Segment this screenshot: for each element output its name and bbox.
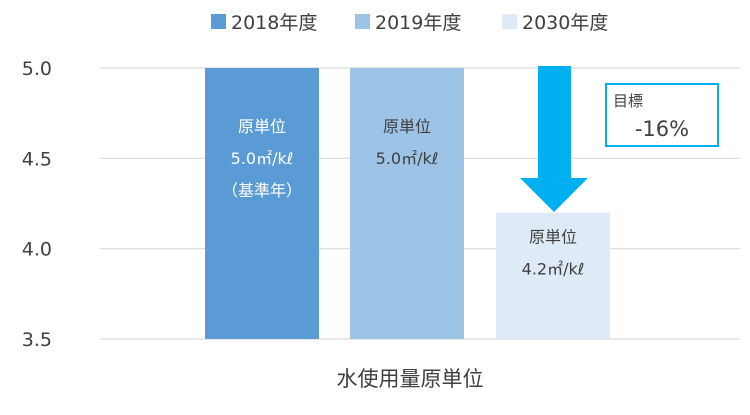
- target-box: 目標 -16%: [605, 83, 719, 147]
- target-title: 目標: [613, 92, 643, 110]
- legend: 2018年度 2019年度 2030年度: [211, 12, 608, 34]
- legend-label: 2018年度: [231, 12, 317, 34]
- y-tick-label: 5.0: [22, 58, 52, 80]
- legend-label: 2030年度: [522, 12, 608, 34]
- y-tick-label: 3.5: [22, 329, 52, 351]
- legend-swatch: [355, 14, 370, 29]
- bar-data-label: 原単位: [529, 228, 577, 247]
- legend-swatch: [502, 14, 517, 29]
- bar-data-label: 5.0㎡/kℓ: [376, 149, 439, 168]
- target-arrow: [520, 66, 588, 212]
- y-axis-ticks: 3.5 4.0 4.5 5.0: [22, 58, 52, 351]
- bar-data-label: 5.0㎡/kℓ: [231, 149, 294, 168]
- x-axis-label: 水使用量原単位: [337, 367, 484, 391]
- bar-data-label: 原単位: [383, 117, 431, 136]
- target-value: -16%: [635, 117, 689, 141]
- bar-2019年度: [350, 68, 464, 339]
- y-tick-label: 4.0: [22, 239, 52, 261]
- bar-data-label: 4.2㎡/kℓ: [522, 260, 585, 279]
- target-box-frame: [605, 83, 719, 147]
- bar-2018年度: [205, 68, 319, 339]
- bar-data-label: 原単位: [238, 117, 286, 136]
- down-arrow: [520, 66, 588, 212]
- y-tick-label: 4.5: [22, 148, 52, 170]
- legend-swatch: [211, 14, 226, 29]
- bar-2030年度: [496, 212, 610, 339]
- bar-data-label: （基準年）: [222, 181, 302, 200]
- legend-label: 2019年度: [375, 12, 461, 34]
- bars: 原単位 5.0㎡/kℓ （基準年） 原単位 5.0㎡/kℓ 原単位 4.2㎡/kℓ: [205, 68, 610, 339]
